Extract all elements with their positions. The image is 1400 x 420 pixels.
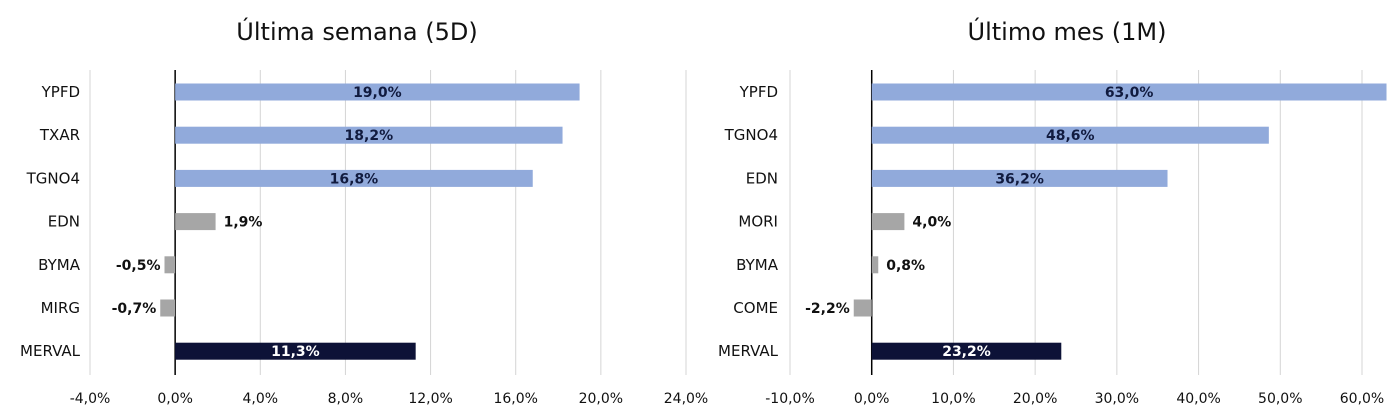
bar [871,83,1387,101]
bar [175,83,580,101]
chart-monthly: Último mes (1M) -10,0% 0,0% 10,0% 20,0% 30,0… [718,16,1387,407]
bar [175,213,216,231]
data-label: -0,7% [112,301,157,317]
bar [853,299,872,317]
bar [175,342,416,360]
bar [871,169,1168,187]
data-label: 16,8% [330,171,379,187]
bar [175,169,533,187]
bar [871,342,1062,360]
x-tick-label: 0,0% [157,391,193,407]
data-label: 11,3% [271,344,320,360]
category-label: COME [733,299,778,317]
category-label: TXAR [39,126,80,144]
data-label: 18,2% [345,128,394,144]
data-label: 36,2% [995,171,1044,187]
category-label: TGNO4 [724,126,778,144]
data-label: -2,2% [805,301,850,317]
category-label: BYMA [736,256,779,274]
x-tick-label: 12,0% [408,391,452,407]
bar [871,213,905,231]
chart-title: Última semana (5D) [236,16,477,46]
x-tick-label: 0,0% [854,391,890,407]
category-label: MORI [738,213,778,231]
x-tick-label: 4,0% [242,391,278,407]
x-tick-label: 50,0% [1258,391,1302,407]
x-tick-label: 24,0% [664,391,708,407]
x-tick-label: 60,0% [1340,391,1384,407]
category-label: EDN [48,213,80,231]
data-label: 23,2% [942,344,991,360]
x-tick-label: 10,0% [931,391,975,407]
x-tick-label: -4,0% [70,391,111,407]
data-label: 4,0% [912,215,951,231]
x-tick-label: 40,0% [1176,391,1220,407]
category-label: EDN [746,169,778,187]
category-label: MIRG [41,299,80,317]
category-label: MERVAL [20,342,81,360]
data-label: 0,8% [886,258,925,274]
x-tick-label: 8,0% [328,391,364,407]
x-tick-label: 16,0% [493,391,537,407]
data-label: 48,6% [1046,128,1095,144]
x-tick-label: 30,0% [1095,391,1139,407]
chart-title: Último mes (1M) [968,16,1167,46]
x-tick-label: -10,0% [765,391,815,407]
x-tick-label: 20,0% [579,391,623,407]
chart-weekly: Última semana (5D) -4,0% 0,0% 4,0% 8,0% 12,0… [20,16,708,407]
bar [164,256,176,274]
bar [871,256,879,274]
data-label: 1,9% [224,215,263,231]
category-label: TGNO4 [26,169,80,187]
category-label: YPFD [739,83,778,101]
bar [175,126,563,144]
bar [871,126,1269,144]
data-label: -0,5% [116,258,161,274]
bar [160,299,176,317]
data-label: 63,0% [1105,85,1154,101]
x-tick-label: 20,0% [1013,391,1057,407]
category-label: YPFD [41,83,80,101]
category-label: MERVAL [718,342,779,360]
category-label: BYMA [38,256,81,274]
data-label: 19,0% [353,85,402,101]
